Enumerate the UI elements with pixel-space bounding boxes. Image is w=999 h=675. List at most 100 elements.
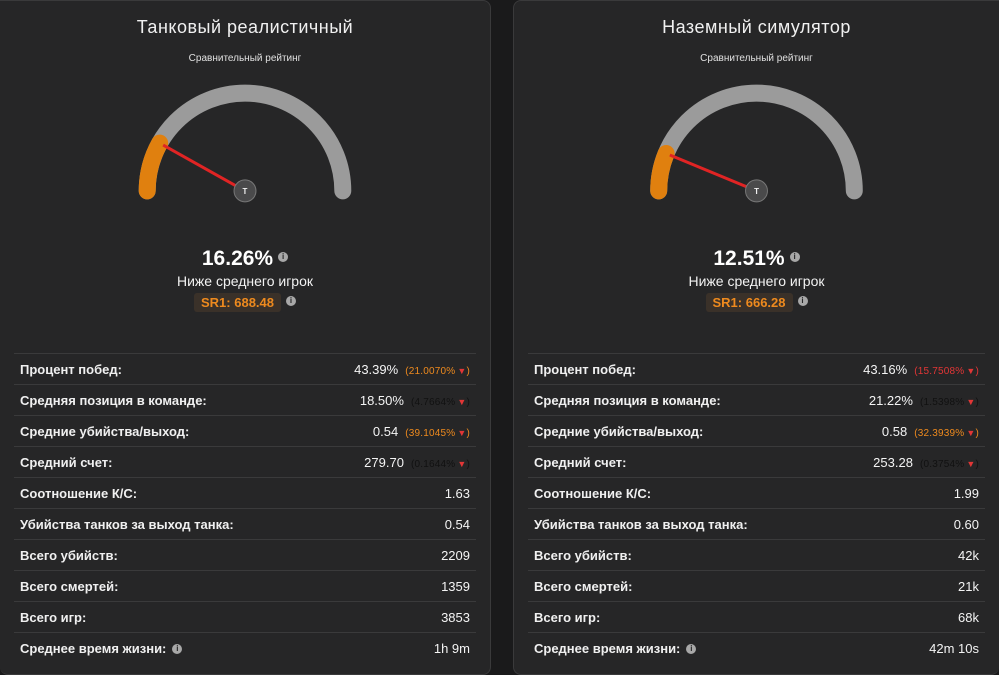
- stat-delta-value: (15.7508%: [914, 366, 965, 377]
- stat-delta-close: ): [466, 428, 470, 439]
- stat-label: Среднее время жизни: i: [534, 641, 697, 656]
- percentile-row: 12.51% i: [514, 247, 999, 271]
- info-icon[interactable]: i: [789, 252, 800, 263]
- stat-value: 68k: [958, 610, 979, 625]
- stat-delta-value: (21.0070%: [405, 366, 456, 377]
- stat-value: 1.99: [953, 486, 979, 501]
- down-arrow-icon: ▼: [966, 397, 976, 407]
- stat-value-group: 253.28 (0.3754% ▼): [873, 455, 979, 470]
- stat-label-text: Убийства танков за выход танка:: [20, 517, 234, 532]
- stat-value-group: 1.99: [954, 486, 979, 501]
- stat-row: Процент побед: 43.39% (21.0070% ▼): [14, 353, 476, 384]
- stat-label-text: Средние убийства/выход:: [534, 424, 704, 439]
- stat-label-text: Среднее время жизни:: [20, 641, 167, 656]
- stat-label-text: Средняя позиция в команде:: [534, 393, 721, 408]
- stat-value: 18.50%: [359, 393, 404, 408]
- stat-label: Всего убийств:: [534, 548, 632, 563]
- stat-label-text: Средний счет:: [20, 455, 113, 470]
- stat-value-group: 42m 10s: [929, 641, 979, 656]
- stat-label-text: Всего игр:: [20, 610, 87, 625]
- stat-label: Процент побед:: [534, 362, 636, 377]
- gauge-needle: [669, 153, 758, 193]
- rank-text: Ниже среднего игрок: [688, 273, 825, 289]
- stat-label-text: Средняя позиция в команде:: [20, 393, 207, 408]
- stat-value-group: 2209: [441, 548, 470, 563]
- stat-value: 0.54: [372, 424, 399, 439]
- stat-label-text: Процент побед:: [20, 362, 122, 377]
- stat-label-text: Всего убийств:: [534, 548, 632, 563]
- stat-delta-value: (4.7664%: [410, 397, 456, 408]
- stat-value-group: 3853: [441, 610, 470, 625]
- stat-label-text: Соотношение К/С:: [20, 486, 138, 501]
- percentile-value: 16.26%: [201, 247, 274, 270]
- stat-row: Средние убийства/выход: 0.58 (32.3939% ▼): [528, 415, 985, 446]
- down-arrow-icon: ▼: [457, 397, 467, 407]
- stat-delta-close: ): [466, 397, 470, 408]
- gauge-hub-label: T: [243, 187, 248, 196]
- gauge-needle: [162, 143, 246, 193]
- info-icon[interactable]: i: [278, 252, 289, 263]
- info-icon[interactable]: i: [797, 295, 808, 306]
- stat-value-group: 21.22% (1.5398% ▼): [869, 393, 979, 408]
- stat-label: Убийства танков за выход танка:: [534, 517, 748, 532]
- gauge-hub: [233, 179, 257, 203]
- stat-value: 42k: [958, 548, 979, 563]
- stat-value-group: 0.54 (39.1045% ▼): [373, 424, 470, 439]
- stat-label: Средние убийства/выход:: [534, 424, 703, 439]
- stat-value: 21k: [958, 579, 979, 594]
- stat-delta: (0.3754% ▼): [920, 459, 979, 470]
- gauge-hub-label: T: [754, 187, 759, 196]
- sr-badge: SR1: 666.28: [705, 293, 793, 312]
- stat-label-text: Всего игр:: [534, 610, 601, 625]
- stat-label: Убийства танков за выход танка:: [20, 517, 234, 532]
- stat-label: Всего смертей:: [20, 579, 118, 594]
- gauge-track: [138, 84, 352, 200]
- panel-title: Наземный симулятор: [662, 17, 851, 37]
- stat-label-text: Средний счет:: [534, 455, 627, 470]
- stat-value: 2209: [441, 548, 470, 563]
- stat-value: 1359: [441, 579, 470, 594]
- percentile-value: 12.51%: [713, 247, 785, 270]
- stat-value-group: 1.63: [445, 486, 470, 501]
- stat-value: 0.60: [953, 517, 979, 532]
- mode-panel-ground-simulator: Наземный симулятор Сравнительный рейтинг…: [513, 0, 999, 675]
- stat-value: 3853: [441, 610, 470, 625]
- stat-value: 43.39%: [354, 362, 399, 377]
- stat-value: 43.16%: [863, 362, 908, 377]
- stat-label: Средняя позиция в команде:: [534, 393, 721, 408]
- info-icon[interactable]: i: [172, 643, 183, 654]
- stat-delta-close: ): [975, 397, 979, 408]
- down-arrow-icon: ▼: [457, 459, 467, 469]
- sr-row: SR1: 688.48 i: [0, 293, 490, 312]
- stat-value: 0.54: [444, 517, 470, 532]
- stat-label-text: Всего смертей:: [20, 579, 119, 594]
- stat-delta: (21.0070% ▼): [405, 366, 470, 377]
- stat-row: Средний счет: 279.70 (0.1644% ▼): [14, 446, 476, 477]
- stat-label-text: Средние убийства/выход:: [20, 424, 190, 439]
- down-arrow-icon: ▼: [966, 366, 976, 376]
- stat-value-group: 43.16% (15.7508% ▼): [863, 362, 979, 377]
- stat-value-group: 18.50% (4.7664% ▼): [360, 393, 470, 408]
- sr-row: SR1: 666.28 i: [514, 293, 999, 312]
- stat-delta-value: (0.1644%: [410, 459, 456, 470]
- stat-delta: (39.1045% ▼): [405, 428, 470, 439]
- stat-row: Среднее время жизни: i 42m 10s: [528, 632, 985, 663]
- stat-delta: (32.3939% ▼): [914, 428, 979, 439]
- stat-label: Всего убийств:: [20, 548, 118, 563]
- stat-row: Всего смертей: 21k: [528, 570, 985, 601]
- panel-title: Танковый реалистичный: [136, 17, 354, 37]
- gauge-hub: [745, 179, 768, 203]
- stat-row: Убийства танков за выход танка: 0.54: [14, 508, 476, 539]
- stat-value-group: 21k: [958, 579, 979, 594]
- stat-row: Соотношение К/С: 1.63: [14, 477, 476, 508]
- info-icon[interactable]: i: [686, 643, 697, 654]
- stat-row: Всего игр: 3853: [14, 601, 476, 632]
- stat-label: Всего игр:: [534, 610, 600, 625]
- info-icon[interactable]: i: [286, 295, 296, 306]
- stat-value-group: 0.58 (32.3939% ▼): [882, 424, 979, 439]
- stat-label-text: Среднее время жизни:: [534, 641, 681, 656]
- stat-label: Среднее время жизни: i: [20, 641, 183, 656]
- stat-row: Убийства танков за выход танка: 0.60: [528, 508, 985, 539]
- stat-value: 279.70: [364, 455, 404, 470]
- stat-row: Средняя позиция в команде: 18.50% (4.7664%…: [14, 384, 476, 415]
